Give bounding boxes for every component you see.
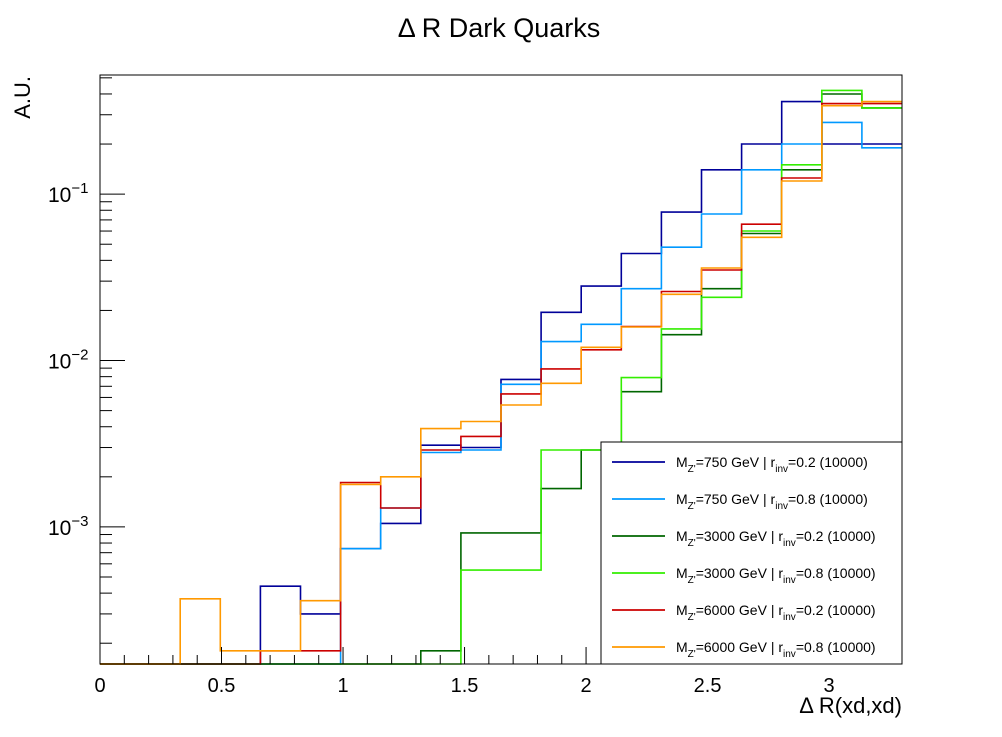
y-tick-label: 10−3 [48,513,88,540]
y-tick-label: 10−2 [48,347,88,374]
x-axis-label: Δ R(xd,xd) [799,693,902,718]
y-tick-label: 10−1 [48,180,88,207]
axes-layer: 0 0.5 1 1.5 2 2.5 3 10−1 10−2 10−3 [48,77,879,697]
y-axis-label: A.U. [10,76,35,119]
x-tick-label: 1 [337,675,348,697]
legend-box [600,441,903,665]
x-tick-label: 3 [824,675,835,697]
legend: MZ'=750 GeV | rinv=0.2 (10000) MZ'=750 Ge… [600,441,903,665]
series-line-1 [100,100,902,665]
legend-entry: MZ'=3000 GeV | rinv=0.8 (10000) [676,565,876,586]
plot-frame [99,74,903,665]
chart-title: Δ R Dark Quarks [398,13,601,43]
x-tick-label: 0 [94,675,105,697]
x-tick-label: 2.5 [694,675,722,697]
legend-entry: MZ'=6000 GeV | rinv=0.2 (10000) [676,602,876,623]
x-tick-label: 0.5 [208,675,236,697]
series-line-6 [100,100,902,665]
legend-entry: MZ'=750 GeV | rinv=0.8 (10000) [676,491,868,512]
legend-entry: MZ'=750 GeV | rinv=0.2 (10000) [676,454,868,475]
x-tick-label: 1.5 [451,675,479,697]
legend-entry: MZ'=6000 GeV | rinv=0.8 (10000) [676,639,876,660]
legend-entry: MZ'=3000 GeV | rinv=0.2 (10000) [676,528,876,549]
x-tick-label: 2 [580,675,591,697]
